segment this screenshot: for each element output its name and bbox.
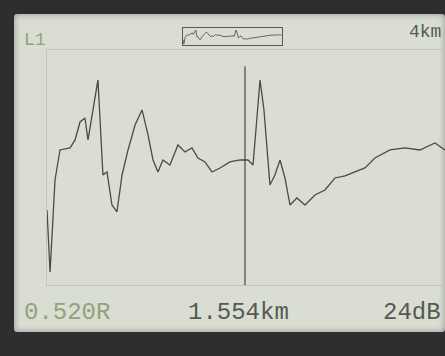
svg-text:L1: L1 xyxy=(24,30,46,50)
svg-text:4km: 4km xyxy=(409,22,441,42)
svg-text:1.554km: 1.554km xyxy=(188,299,289,326)
svg-text:0.520R: 0.520R xyxy=(24,299,110,326)
svg-text:24dB: 24dB xyxy=(383,299,441,326)
